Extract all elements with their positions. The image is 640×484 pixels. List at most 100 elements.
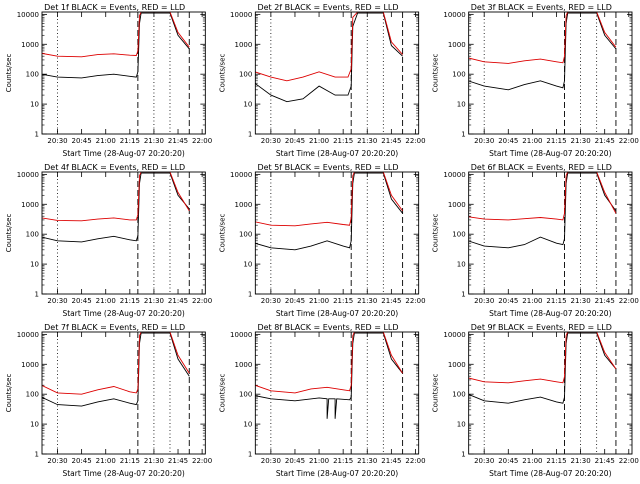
y-tick-label: 10000: [230, 331, 252, 339]
y-tick-label: 1: [461, 131, 465, 139]
x-tick-label: 21:30: [570, 457, 590, 465]
plot-frame: [41, 11, 206, 135]
y-tick-label: 100: [26, 391, 39, 399]
y-tick-label: 1: [461, 291, 465, 299]
x-tick-label: 21:45: [381, 457, 401, 465]
panel-3: Det 3f BLACK = Events, RED = LLD Counts/s…: [432, 3, 639, 158]
lld-series-line: [255, 12, 403, 82]
y-tick-label: 10000: [443, 171, 465, 179]
x-axis-label: Start Time (28-Aug-07 20:20:20): [489, 149, 611, 158]
panel-title: Det 9f BLACK = Events, RED = LLD: [471, 323, 612, 332]
y-tick-label: 10: [243, 421, 252, 429]
x-tick-label: 22:00: [405, 297, 425, 305]
y-axis-label: Counts/sec: [5, 214, 13, 253]
panel-title: Det 8f BLACK = Events, RED = LLD: [257, 323, 398, 332]
plot-frame: [254, 11, 420, 135]
lld-series-line: [42, 172, 190, 222]
y-tick-label: 1000: [235, 361, 253, 369]
x-tick-label: 20:30: [261, 137, 281, 145]
x-tick-label: 20:45: [285, 297, 305, 305]
y-tick-label: 10000: [230, 171, 252, 179]
x-tick-label: 21:15: [546, 137, 566, 145]
x-tick-label: 21:45: [595, 137, 615, 145]
y-tick-label: 10: [243, 101, 252, 109]
panel-4: Det 4f BLACK = Events, RED = LLD Counts/s…: [5, 163, 212, 318]
y-axis-label: Counts/sec: [432, 54, 440, 93]
lld-series-line: [468, 332, 617, 384]
x-tick-label: 21:45: [381, 137, 401, 145]
x-tick-label: 21:15: [546, 297, 566, 305]
y-tick-label: 10: [457, 421, 466, 429]
panel-title: Det 4f BLACK = Events, RED = LLD: [44, 163, 185, 172]
y-axis-label: Counts/sec: [218, 54, 226, 93]
panel-title: Det 1f BLACK = Events, RED = LLD: [44, 3, 185, 12]
panel-title: Det 7f BLACK = Events, RED = LLD: [44, 323, 185, 332]
events-series-line: [468, 332, 617, 404]
x-tick-label: 20:30: [474, 137, 494, 145]
y-tick-label: 1: [35, 291, 39, 299]
x-tick-label: 22:00: [619, 137, 639, 145]
lld-series-line: [255, 172, 403, 227]
panel-title: Det 5f BLACK = Events, RED = LLD: [257, 163, 398, 172]
panel-title: Det 3f BLACK = Events, RED = LLD: [471, 3, 612, 12]
plot-frame: [254, 331, 420, 455]
x-tick-label: 21:30: [357, 457, 377, 465]
panel-1: Det 1f BLACK = Events, RED = LLD Counts/s…: [5, 3, 212, 158]
y-tick-label: 10: [30, 101, 39, 109]
events-series-line: [255, 12, 403, 103]
plot-frame: [468, 331, 633, 455]
plot-frame: [41, 171, 206, 295]
x-tick-label: 21:00: [522, 297, 542, 305]
y-tick-label: 100: [452, 231, 465, 239]
plot-frame: [468, 11, 633, 135]
lld-series-line: [468, 12, 617, 64]
y-tick-label: 1000: [448, 41, 466, 49]
x-axis-label: Start Time (28-Aug-07 20:20:20): [62, 149, 184, 158]
x-tick-label: 20:45: [498, 297, 518, 305]
y-tick-label: 10: [243, 261, 252, 269]
y-tick-label: 100: [239, 391, 252, 399]
y-tick-label: 100: [26, 71, 39, 79]
y-axis-label: Counts/sec: [432, 214, 440, 253]
x-tick-label: 21:45: [168, 457, 188, 465]
lld-series-line: [255, 332, 403, 394]
x-tick-label: 20:45: [498, 137, 518, 145]
y-tick-label: 10000: [17, 171, 39, 179]
events-series-line: [42, 172, 190, 243]
y-tick-label: 100: [239, 71, 252, 79]
x-tick-label: 21:45: [381, 297, 401, 305]
x-tick-label: 21:00: [309, 297, 329, 305]
y-tick-label: 100: [26, 231, 39, 239]
x-tick-label: 20:45: [285, 457, 305, 465]
plot-frame: [468, 171, 633, 295]
x-tick-label: 20:45: [72, 457, 92, 465]
x-tick-label: 21:30: [570, 137, 590, 145]
x-tick-label: 21:45: [595, 457, 615, 465]
x-tick-label: 20:30: [474, 297, 494, 305]
x-tick-label: 20:45: [72, 297, 92, 305]
x-tick-label: 21:00: [522, 457, 542, 465]
x-tick-label: 22:00: [619, 297, 639, 305]
y-tick-label: 100: [452, 71, 465, 79]
x-tick-label: 21:15: [546, 457, 566, 465]
x-tick-label: 21:00: [309, 137, 329, 145]
x-tick-label: 21:45: [168, 137, 188, 145]
x-tick-label: 22:00: [192, 137, 212, 145]
x-tick-label: 21:00: [96, 457, 116, 465]
x-tick-label: 22:00: [405, 457, 425, 465]
panel-7: Det 7f BLACK = Events, RED = LLD Counts/s…: [5, 323, 212, 478]
lld-series-line: [42, 332, 190, 395]
x-tick-label: 20:30: [47, 457, 67, 465]
x-axis-label: Start Time (28-Aug-07 20:20:20): [489, 469, 611, 478]
y-tick-label: 10000: [17, 331, 39, 339]
y-tick-label: 1000: [448, 361, 466, 369]
x-tick-label: 21:30: [144, 297, 164, 305]
x-tick-label: 20:45: [285, 137, 305, 145]
x-tick-label: 20:30: [47, 137, 67, 145]
y-tick-label: 10000: [443, 11, 465, 19]
x-axis-label: Start Time (28-Aug-07 20:20:20): [276, 469, 398, 478]
y-tick-label: 1000: [21, 361, 39, 369]
x-tick-label: 21:30: [570, 297, 590, 305]
